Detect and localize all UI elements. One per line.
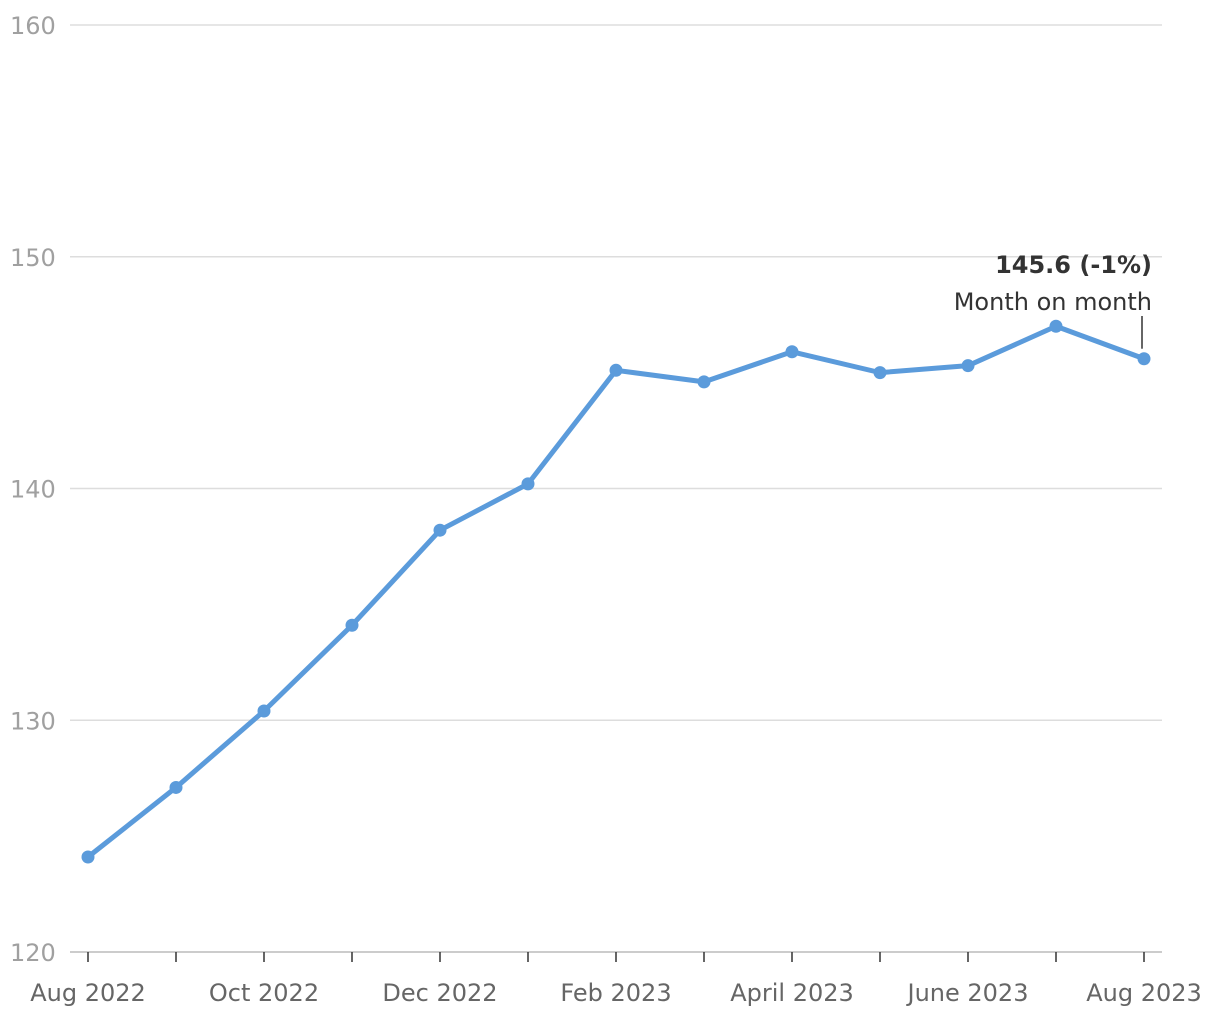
point (433, 523, 447, 537)
point (873, 366, 887, 380)
x-tick-label: Oct 2022 (209, 979, 319, 1007)
point (785, 345, 799, 359)
x-tick-label: Dec 2022 (382, 979, 497, 1007)
x-tick-label: April 2023 (730, 979, 854, 1007)
y-tick-label: 120 (10, 939, 56, 967)
x-tick-label: Aug 2023 (1086, 979, 1202, 1007)
y-tick-label: 140 (10, 476, 56, 504)
point (609, 363, 623, 377)
value-label: 145.6 (-1%) (995, 251, 1152, 279)
point (1049, 319, 1063, 333)
x-tick-label: Aug 2022 (30, 979, 146, 1007)
annotation: Month on month (954, 288, 1152, 316)
x-tick-label: Feb 2023 (560, 979, 671, 1007)
y-tick-label: 130 (10, 707, 56, 735)
point (345, 618, 359, 632)
point (697, 375, 711, 389)
point (257, 704, 271, 718)
x-tick-label: June 2023 (906, 979, 1029, 1007)
point (81, 850, 95, 864)
point (1137, 352, 1151, 366)
point (169, 780, 183, 794)
point (961, 359, 975, 373)
y-tick-label: 160 (10, 12, 56, 40)
y-tick-label: 150 (10, 244, 56, 272)
point (521, 477, 535, 491)
line (86, 323, 1145, 859)
